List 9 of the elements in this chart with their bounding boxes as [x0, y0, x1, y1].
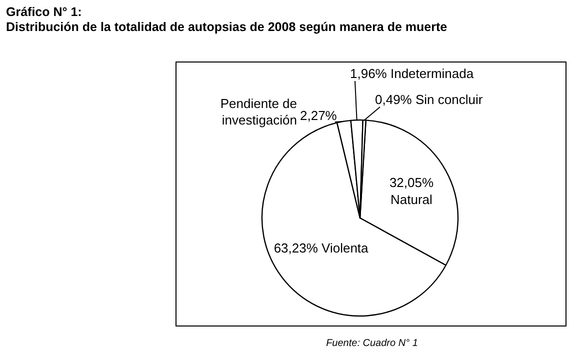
- slice-label: Pendiente de investigación: [220, 96, 297, 128]
- slice-label: 0,49% Sin concluir: [375, 92, 484, 107]
- chart-title: Gráfico N° 1: Distribución de la totalidad de autopsias de 2008 según manera de muerte: [6, 5, 448, 34]
- slice-label: 1,96% Indeterminada: [350, 66, 474, 81]
- source-note: Fuente: Cuadro N° 1: [326, 338, 418, 349]
- data-label: 2,27%: [300, 108, 338, 123]
- slice-label: Natural: [390, 192, 433, 207]
- data-label: 32,05%: [389, 175, 434, 190]
- slice-label: 63,23% Violenta: [274, 240, 370, 256]
